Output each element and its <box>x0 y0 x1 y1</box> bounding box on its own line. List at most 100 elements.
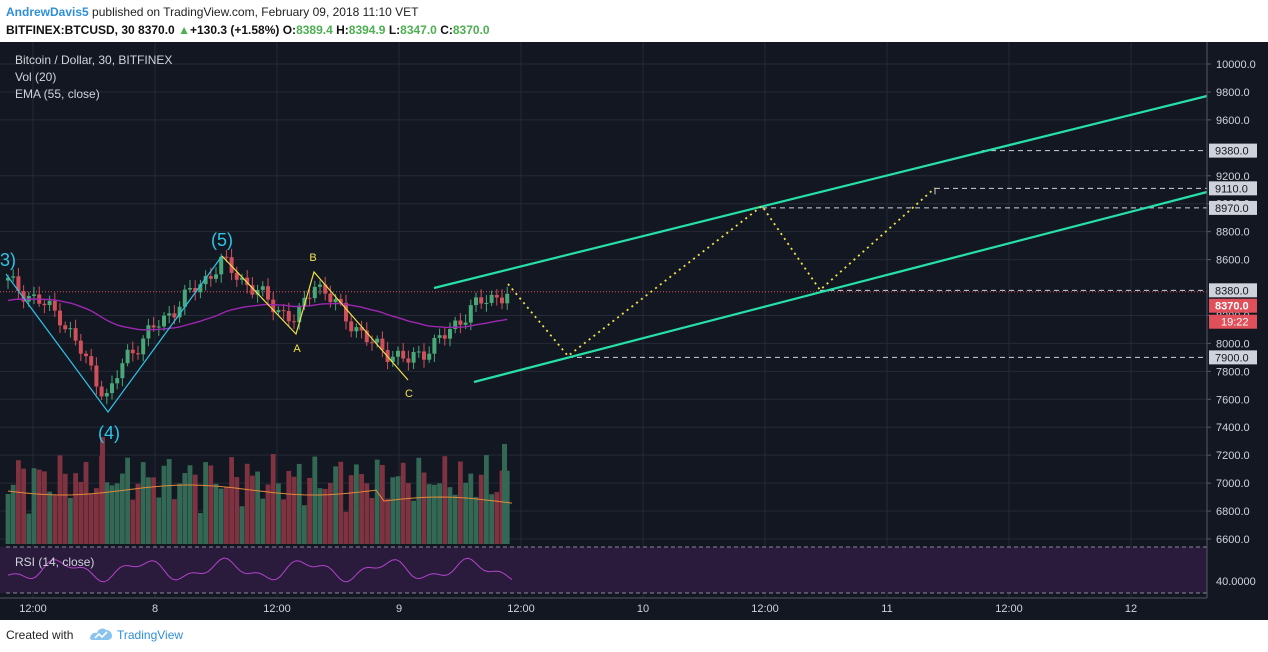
grid-lines <box>0 42 1207 598</box>
candle-body <box>94 365 99 387</box>
volume-bar <box>151 477 156 544</box>
volume-bar <box>229 457 234 544</box>
price-tick-label: 8000.0 <box>1216 338 1250 350</box>
volume-bar <box>374 459 380 544</box>
candle-body <box>401 350 406 359</box>
tradingview-logo-icon[interactable] <box>88 625 114 643</box>
time-tick-label: 8 <box>152 603 158 615</box>
candle-body <box>141 338 146 355</box>
candle-body <box>453 320 458 330</box>
volume-bar <box>317 488 323 544</box>
candle-body <box>266 286 270 300</box>
candle-body <box>125 349 130 364</box>
ema-line <box>7 298 508 331</box>
volume-bar <box>426 484 432 544</box>
legend-volume: Vol (20) <box>15 70 56 84</box>
volume-bar <box>281 499 286 544</box>
volume-bar <box>307 477 312 544</box>
time-tick-label: 12:00 <box>751 603 779 615</box>
candle-body <box>286 311 291 322</box>
time-tick-label: 12:00 <box>995 603 1023 615</box>
volume-bar <box>166 459 172 544</box>
volume-bar <box>172 499 177 544</box>
candle-body <box>432 337 437 354</box>
level-badge <box>1209 181 1257 196</box>
candle-body <box>182 289 187 307</box>
author-link[interactable]: AndrewDavis5 <box>6 5 89 19</box>
volume-bar <box>94 488 99 544</box>
volume-bar <box>156 497 162 544</box>
volume-bar <box>343 511 349 544</box>
wave-abc-line <box>221 255 409 381</box>
candle-body <box>370 342 374 344</box>
countdown-label: 19:22 <box>1221 317 1249 329</box>
candle-body <box>89 356 94 366</box>
candle-body <box>390 356 395 362</box>
volume-bar <box>57 455 63 544</box>
time-axis[interactable]: 12:00 8 12:00 9 12:00 10 12:00 11 12:00 12 <box>19 603 1137 615</box>
volume-bar <box>442 456 448 544</box>
volume-bar <box>47 491 52 544</box>
candle-body <box>47 300 52 306</box>
candle-body <box>11 276 16 278</box>
candles <box>6 248 510 405</box>
level-badge-label: 9380.0 <box>1215 146 1249 158</box>
volume-bar <box>192 474 198 544</box>
volume-bar <box>125 457 130 544</box>
volume-bar <box>421 472 427 544</box>
candle-body <box>78 340 83 354</box>
level-badge-label: 8970.0 <box>1215 203 1249 215</box>
volume-bar <box>348 475 354 544</box>
candle-body <box>448 329 452 339</box>
volume-bar <box>36 469 42 544</box>
volume-bar <box>395 476 401 544</box>
volume-bar <box>213 483 219 544</box>
volume-bar <box>208 465 214 544</box>
candle-body <box>193 288 198 293</box>
candle-body <box>406 358 411 363</box>
candle-body <box>177 306 182 318</box>
created-with-text: Created with <box>6 628 74 642</box>
volume-bar <box>359 474 364 544</box>
volume-bar <box>114 483 120 544</box>
candle-body <box>6 277 10 281</box>
volume-bar <box>10 484 16 544</box>
volume-bar <box>187 465 193 544</box>
wave-label: A <box>293 343 301 355</box>
price-chart[interactable]: 10000.09800.09600.09200.09000.08800.0860… <box>0 42 1268 620</box>
level-badge-label: 7900.0 <box>1215 352 1249 364</box>
candle-body <box>250 285 255 295</box>
candle-body <box>364 330 369 343</box>
wave-label: (4) <box>98 423 120 443</box>
last-price-badge <box>1209 298 1257 313</box>
candle-body <box>52 300 57 311</box>
symbol-line: BITFINEX:BTCUSD, 30 8370.0 ▲+130.3 (+1.5… <box>6 23 490 37</box>
candle-body <box>63 325 68 330</box>
price-tick-label: 9800.0 <box>1216 87 1250 99</box>
time-tick-label: 12:00 <box>19 603 47 615</box>
wave-label: (5) <box>211 230 233 250</box>
candle-body <box>276 310 281 313</box>
volume-bar <box>312 456 318 544</box>
candle-body <box>333 298 338 303</box>
time-tick-label: 11 <box>881 603 892 615</box>
volume-bar <box>270 454 276 544</box>
level-badge <box>1209 283 1257 298</box>
candle-body <box>344 302 348 322</box>
up-arrow-icon: ▲ <box>178 23 190 37</box>
candle-body <box>198 284 203 293</box>
price-axis[interactable]: 10000.09800.09600.09200.09000.08800.0860… <box>1207 59 1257 588</box>
volume-bar <box>322 488 328 544</box>
level-badge <box>1209 143 1257 158</box>
volume-bar <box>494 492 500 544</box>
candle-body <box>16 276 21 292</box>
volume-bar <box>182 473 188 544</box>
volume-bar <box>478 474 484 544</box>
level-badge-label: 9110.0 <box>1215 183 1248 195</box>
tradingview-brand[interactable]: TradingView <box>117 628 184 642</box>
candle-body <box>110 383 114 394</box>
candle-body <box>219 256 224 275</box>
candle-body <box>416 351 421 353</box>
candle-body <box>234 272 239 280</box>
close-label: C: <box>440 23 453 37</box>
